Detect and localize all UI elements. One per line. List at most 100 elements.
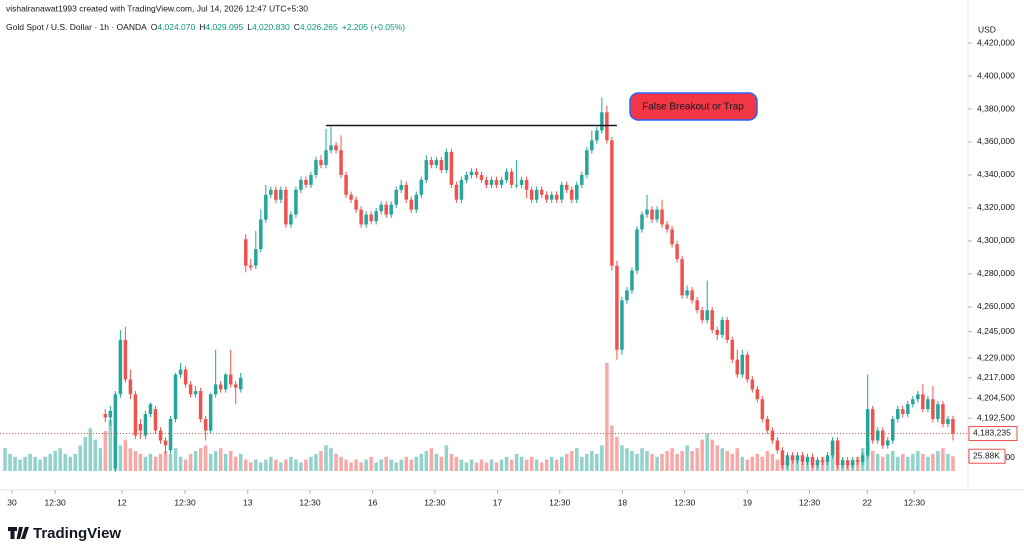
- volume-bar: [269, 456, 273, 471]
- volume-bar: [544, 459, 549, 471]
- volume-bar: [334, 453, 338, 471]
- volume-bar: [223, 453, 228, 471]
- candle-body: [133, 394, 138, 436]
- volume-bar: [670, 448, 674, 471]
- x-tick-label: 12:30: [904, 497, 926, 507]
- currency: USD: [978, 24, 996, 34]
- candle-body: [740, 354, 745, 375]
- volume-bar: [931, 453, 935, 471]
- candle-body: [118, 339, 123, 395]
- volume-bar: [309, 456, 313, 471]
- candle-body: [630, 270, 634, 291]
- candle-body: [625, 290, 629, 301]
- volume-bar: [153, 456, 158, 471]
- candle-body: [304, 179, 308, 185]
- candle-body: [284, 189, 288, 225]
- candle-body: [745, 354, 750, 380]
- candle-body: [575, 184, 579, 200]
- candle-body: [188, 384, 193, 395]
- volume-bar: [685, 445, 689, 471]
- candle-body: [685, 290, 689, 296]
- volume-bar: [825, 459, 830, 471]
- candle-body: [735, 359, 740, 375]
- volume-bar: [128, 448, 133, 471]
- volume-bar: [600, 445, 604, 471]
- volume-bar: [549, 456, 554, 471]
- candle-body: [178, 369, 183, 375]
- volume-bar: [534, 459, 539, 471]
- candle-body: [534, 189, 539, 200]
- volume-bar: [369, 456, 373, 471]
- volume-bar: [565, 453, 569, 471]
- volume-bar: [314, 453, 318, 471]
- volume-bar: [665, 451, 669, 471]
- candle-body: [690, 290, 694, 301]
- ohlc-key: C: [294, 22, 300, 32]
- volume-bar: [188, 453, 193, 471]
- ohlc-key: L: [247, 22, 252, 32]
- candle-body: [439, 160, 444, 171]
- volume-bar: [404, 456, 409, 471]
- volume-bar: [529, 456, 534, 471]
- candle-body: [835, 440, 840, 466]
- volume-bar: [755, 453, 760, 471]
- candle-body: [549, 194, 554, 200]
- volume-bar: [48, 453, 52, 471]
- candle-body: [800, 455, 805, 462]
- x-tick-label: 30: [7, 497, 17, 507]
- candle-body: [640, 214, 644, 230]
- volume-bar: [585, 453, 589, 471]
- candle-body: [901, 409, 905, 415]
- candle-body: [148, 404, 153, 415]
- ohlc-value: 4,024.070: [157, 22, 195, 32]
- last-price-label: 4,183,235: [973, 428, 1011, 438]
- volume-bar: [178, 456, 183, 471]
- volume-bar: [78, 445, 83, 471]
- x-tick-label: 12:30: [174, 497, 196, 507]
- volume-bar: [870, 451, 875, 471]
- candle-body: [208, 394, 213, 431]
- candle-body: [760, 399, 765, 420]
- candle-body: [374, 211, 378, 222]
- candle-body: [700, 310, 704, 321]
- candle-body: [725, 320, 730, 340]
- candle-body: [916, 394, 920, 400]
- volume-bar: [158, 453, 163, 471]
- x-tick-label: 12:30: [549, 497, 571, 507]
- candle-body: [865, 409, 870, 456]
- brand: TradingView: [33, 525, 121, 542]
- volume-bar: [28, 453, 32, 471]
- candle-body: [906, 404, 910, 415]
- candle-body: [855, 460, 860, 462]
- y-tick-label: 4,340,000: [977, 169, 1015, 179]
- y-tick-label: 4,204,500: [977, 393, 1015, 403]
- candle-body: [183, 369, 188, 385]
- volume-bar: [259, 462, 263, 471]
- candle-body: [384, 204, 388, 215]
- candle-body: [539, 189, 544, 195]
- candle-body: [299, 179, 303, 190]
- volume-bar: [901, 453, 905, 471]
- volume-bar: [414, 456, 419, 471]
- y-tick-label: 4,400,000: [977, 70, 1015, 80]
- candle-body: [419, 179, 424, 195]
- volume-bar: [750, 456, 755, 471]
- candle-body: [274, 189, 278, 200]
- volume-bar: [43, 456, 47, 471]
- volume-bar: [896, 456, 900, 471]
- candle-body: [344, 174, 348, 195]
- y-tick-label: 4,217,000: [977, 372, 1015, 382]
- volume-bar: [645, 451, 649, 471]
- candle-body: [544, 194, 549, 200]
- annotation-box: [629, 92, 758, 121]
- candle-body: [770, 430, 775, 441]
- candle-body: [595, 130, 599, 141]
- volume-bar: [795, 459, 800, 471]
- volume-bar: [745, 459, 750, 471]
- volume-bar: [364, 459, 368, 471]
- volume-bar: [193, 451, 198, 471]
- candle-body: [479, 174, 484, 180]
- volume-bar: [168, 453, 173, 471]
- volume-bar: [138, 453, 143, 471]
